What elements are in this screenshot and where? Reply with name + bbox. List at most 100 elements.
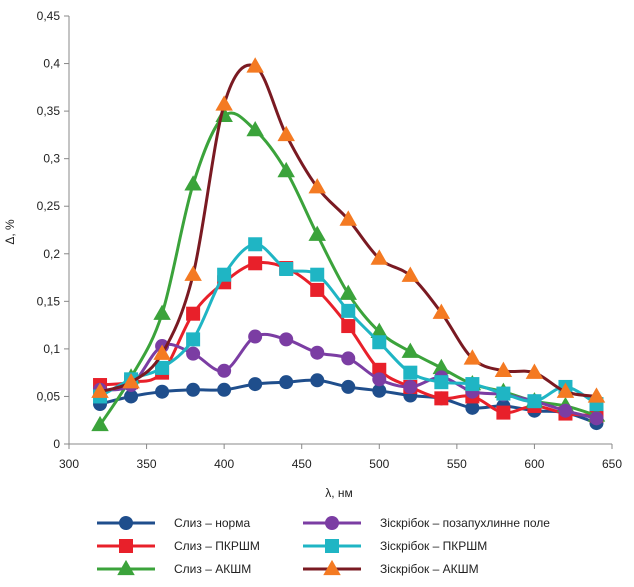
legend-marker xyxy=(325,516,339,530)
data-point xyxy=(465,400,480,415)
data-point xyxy=(246,121,264,137)
data-point xyxy=(403,365,418,380)
data-point xyxy=(494,361,513,377)
data-point xyxy=(186,346,201,361)
data-point xyxy=(186,332,201,347)
data-point xyxy=(155,384,170,399)
x-tick-label: 550 xyxy=(447,457,467,471)
y-axis-title: Δ, % xyxy=(3,219,17,245)
legend: Слиз – норма Зіскрібок – позапухлинне пол… xyxy=(97,516,550,576)
data-point xyxy=(558,403,573,418)
y-tick-label: 0,3 xyxy=(43,152,60,166)
data-point xyxy=(279,332,294,347)
data-point xyxy=(91,382,109,398)
data-point xyxy=(246,57,264,73)
y-tick-label: 0,35 xyxy=(37,104,61,118)
x-tick-label: 350 xyxy=(137,457,157,471)
legend-marker xyxy=(119,516,133,530)
data-point xyxy=(432,358,451,375)
y-tick-label: 0,25 xyxy=(37,199,61,213)
data-point xyxy=(339,284,358,300)
data-point xyxy=(589,411,604,426)
x-tick-label: 300 xyxy=(59,457,79,471)
data-point xyxy=(401,266,420,282)
data-point xyxy=(370,249,389,265)
data-point xyxy=(217,382,232,397)
data-point xyxy=(556,382,575,398)
data-point xyxy=(372,372,387,387)
data-point xyxy=(122,373,140,389)
data-point xyxy=(432,303,451,319)
x-tick-label: 600 xyxy=(524,457,544,471)
data-point xyxy=(372,383,387,398)
data-point xyxy=(217,267,232,282)
data-point xyxy=(279,261,294,276)
data-point xyxy=(370,322,389,338)
data-point xyxy=(587,387,606,403)
data-point xyxy=(248,377,263,392)
data-point xyxy=(496,405,511,420)
legend-label: Зіскрібок – позапухлинне поле xyxy=(380,516,550,530)
y-tick-label: 0,05 xyxy=(37,389,61,403)
legend-marker xyxy=(117,559,135,576)
data-point xyxy=(277,161,295,178)
data-point xyxy=(310,282,325,297)
legend-entry: Слиз – норма xyxy=(97,516,250,530)
data-point xyxy=(341,379,356,394)
legend-label: Зіскрібок – АКШМ xyxy=(380,562,479,576)
data-point xyxy=(308,178,326,194)
data-point xyxy=(184,175,202,191)
legend-entry: Зіскрібок – позапухлинне поле xyxy=(303,516,550,530)
x-axis-label: λ, нм xyxy=(325,486,353,500)
data-point xyxy=(341,303,356,318)
x-tick-label: 400 xyxy=(214,457,234,471)
y-tick-label: 0,4 xyxy=(43,57,60,71)
series-layer xyxy=(91,57,606,432)
data-point xyxy=(403,379,418,394)
data-point xyxy=(215,95,233,111)
data-point xyxy=(310,373,325,388)
data-point xyxy=(248,329,263,344)
legend-marker xyxy=(119,539,133,553)
y-axis-label: Δ, % xyxy=(3,219,17,245)
data-point xyxy=(339,210,358,226)
data-point xyxy=(186,382,201,397)
data-point xyxy=(341,319,356,334)
legend-marker xyxy=(325,539,339,553)
data-point xyxy=(372,335,387,350)
data-point xyxy=(463,349,482,365)
data-point xyxy=(465,377,480,392)
legend-entry: Слиз – АКШМ xyxy=(97,559,251,576)
data-point xyxy=(124,389,139,404)
data-point xyxy=(248,237,263,252)
data-point xyxy=(153,304,171,320)
data-point xyxy=(527,394,542,409)
legend-label: Слиз – АКШМ xyxy=(174,562,251,576)
y-tick-label: 0,15 xyxy=(37,294,61,308)
data-point xyxy=(217,363,232,378)
y-tick-label: 0,2 xyxy=(43,247,60,261)
legend-entry: Зіскрібок – ПКРШМ xyxy=(303,539,487,553)
legend-entry: Слиз – ПКРШМ xyxy=(97,539,260,553)
legend-marker xyxy=(323,559,341,576)
data-point xyxy=(525,363,544,379)
data-point xyxy=(153,344,171,360)
series-line xyxy=(99,332,597,420)
series-line xyxy=(98,111,597,426)
x-tick-label: 500 xyxy=(369,457,389,471)
data-point xyxy=(91,415,109,432)
data-point xyxy=(186,306,201,321)
series-6 xyxy=(91,57,606,403)
data-point xyxy=(279,375,294,390)
axes: 0 0,05 0,1 0,15 0,2 0,25 0,3 0,35 0,4 0,45 300 350 4… xyxy=(37,9,623,471)
data-point xyxy=(434,375,449,390)
x-tick-label: 650 xyxy=(602,457,622,471)
legend-label: Слиз – ПКРШМ xyxy=(174,539,260,553)
data-point xyxy=(310,267,325,282)
data-point xyxy=(401,342,420,358)
legend-label: Зіскрібок – ПКРШМ xyxy=(380,539,487,553)
data-point xyxy=(310,345,325,360)
data-point xyxy=(248,256,263,271)
y-tick-label: 0,45 xyxy=(37,9,61,23)
